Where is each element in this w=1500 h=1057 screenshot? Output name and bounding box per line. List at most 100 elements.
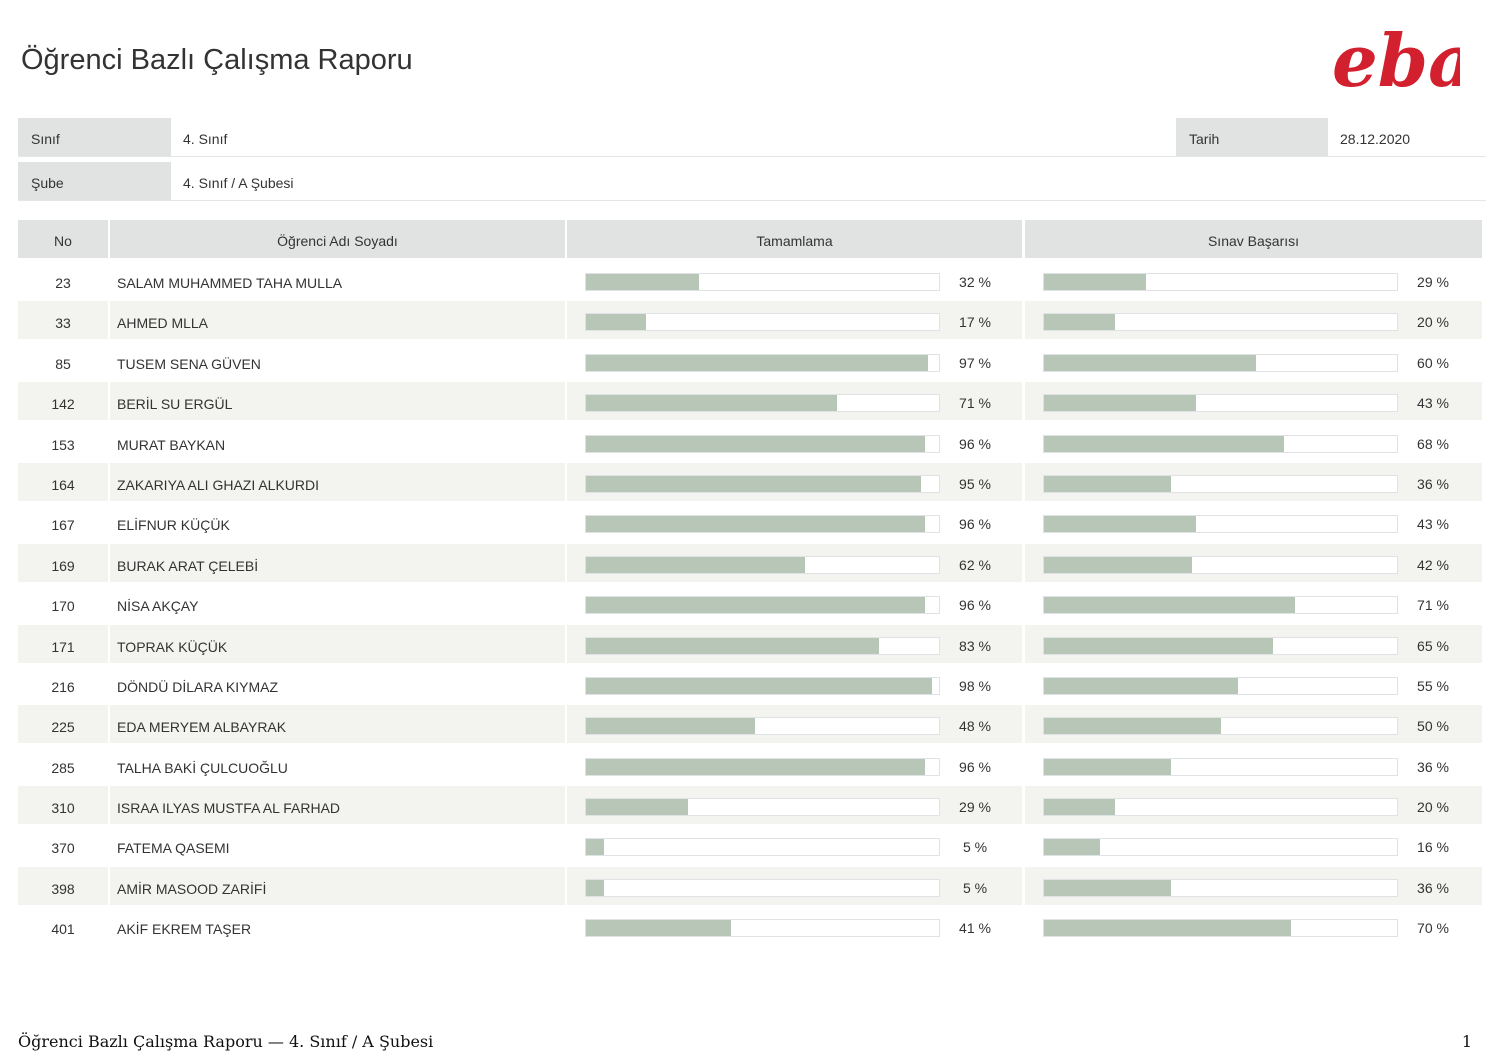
table-row: 142 BERİL SU ERGÜL 71 % 43 % [18,382,1482,422]
table-row: 164 ZAKARIYA ALI GHAZI ALKURDI 95 % 36 % [18,462,1482,503]
student-no: 216 [51,678,75,695]
table-row: 85 TUSEM SENA GÜVEN 97 % 60 % [18,342,1482,382]
exam-bar-fill [1044,314,1115,331]
exam-cell: 70 % [1025,907,1482,945]
student-name: AMİR MASOOD ZARİFİ [110,866,565,905]
exam-percent: 42 % [1417,556,1449,573]
student-no: 169 [18,543,108,582]
completion-bar [585,919,940,938]
completion-cell: 96 % [567,584,1022,622]
table-row: 170 NİSA AKÇAY 96 % 71 % [18,584,1482,624]
student-name: SALAM MUHAMMED TAHA MULLA [117,275,343,291]
exam-bar [1043,273,1398,291]
tarih-value: 28.12.2020 [1340,131,1411,147]
exam-bar [1043,838,1398,857]
exam-cell: 20 % [1025,786,1482,825]
exam-percent: 36 % [1417,758,1449,775]
completion-percent: 29 % [959,799,991,816]
completion-percent: 5 % [962,879,988,896]
exam-bar-fill [1044,516,1196,533]
table-row: 153 MURAT BAYKAN 96 % 68 % [18,423,1482,463]
exam-bar-fill [1044,799,1115,816]
completion-bar-fill [586,799,689,816]
student-name: ZAKARIYA ALI GHAZI ALKURDI [110,462,565,501]
exam-percent: 65 % [1417,637,1449,654]
exam-bar-fill [1044,274,1147,290]
completion-percent: 98 % [959,677,991,694]
exam-bar [1043,555,1398,574]
eba-logo-text: eba [1332,22,1460,100]
completion-percent: 41 % [959,920,991,937]
table-row: 285 TALHA BAKİ ÇULCUOĞLU 96 % 36 % [18,746,1482,786]
table-row: 401 AKİF EKREM TAŞER 41 % 70 % [18,907,1482,947]
exam-percent: 68 % [1417,435,1449,452]
completion-bar [585,313,940,332]
exam-percent: 43 % [1417,516,1449,533]
student-name: AKİF EKREM TAŞER [117,921,252,938]
exam-percent: 60 % [1417,354,1449,371]
exam-bar-fill [1044,597,1295,614]
completion-bar [585,676,940,695]
completion-cell: 96 % [567,423,1022,461]
completion-bar-fill [586,274,699,290]
exam-bar-fill [1044,920,1292,937]
exam-bar [1043,515,1398,534]
table-row: 23 SALAM MUHAMMED TAHA MULLA 32 % 29 % [18,261,1482,301]
table-row: 33 AHMED MLLA 17 % 20 % [18,301,1482,341]
completion-bar-fill [586,435,925,452]
exam-bar [1043,313,1398,332]
completion-cell: 17 % [567,301,1022,340]
exam-cell: 55 % [1025,665,1482,703]
exam-percent: 20 % [1417,314,1449,331]
exam-bar-fill [1044,758,1172,775]
completion-bar-fill [586,597,925,614]
completion-bar-fill [586,718,756,735]
completion-bar [585,596,940,615]
table-body: 23 SALAM MUHAMMED TAHA MULLA 32 % 29 % 33 AHM… [18,261,1482,948]
student-no: 310 [18,786,108,825]
exam-bar [1043,474,1398,493]
footer-text: Öğrenci Bazlı Çalışma Raporu — 4. Sınıf … [18,1032,434,1051]
exam-cell: 71 % [1025,584,1482,622]
completion-percent: 32 % [959,274,991,290]
table-header: No Öğrenci Adı Soyadı Tamamlama Sınav Ba… [18,220,1482,258]
completion-bar-fill [586,516,925,533]
exam-cell: 16 % [1025,826,1482,864]
completion-cell: 96 % [567,503,1022,541]
table-row: 225 EDA MERYEM ALBAYRAK 48 % 50 % [18,705,1482,745]
exam-bar [1043,353,1398,372]
exam-bar-fill [1044,677,1239,694]
exam-percent: 29 % [1417,274,1449,290]
completion-percent: 96 % [959,435,991,452]
completion-percent: 97 % [959,354,991,371]
completion-cell: 48 % [567,705,1022,744]
student-name: TALHA BAKİ ÇULCUOĞLU [117,759,288,776]
completion-bar-fill [586,314,646,331]
completion-bar [585,474,940,493]
completion-bar-fill [586,879,604,896]
student-no: 171 [18,624,108,663]
table-row: 216 DÖNDÜ DİLARA KIYMAZ 98 % 55 % [18,665,1482,705]
student-no: 153 [51,436,75,453]
completion-bar [585,717,940,736]
completion-bar-fill [586,920,731,937]
exam-percent: 36 % [1417,879,1449,896]
student-name: ELİFNUR KÜÇÜK [117,517,230,534]
exam-cell: 43 % [1025,382,1482,421]
completion-percent: 83 % [959,637,991,654]
exam-bar [1043,757,1398,776]
student-no: 164 [18,462,108,501]
completion-bar [585,798,940,817]
exam-percent: 71 % [1417,597,1449,614]
completion-bar-fill [586,354,929,371]
exam-cell: 36 % [1025,746,1482,784]
completion-bar [585,273,940,291]
exam-cell: 68 % [1025,423,1482,461]
completion-cell: 83 % [567,624,1022,663]
completion-bar [585,838,940,857]
header-no: No [18,220,108,258]
table-row: 171 TOPRAK KÜÇÜK 83 % 65 % [18,624,1482,665]
exam-bar-fill [1044,879,1172,896]
exam-bar [1043,676,1398,695]
exam-cell: 50 % [1025,705,1482,744]
